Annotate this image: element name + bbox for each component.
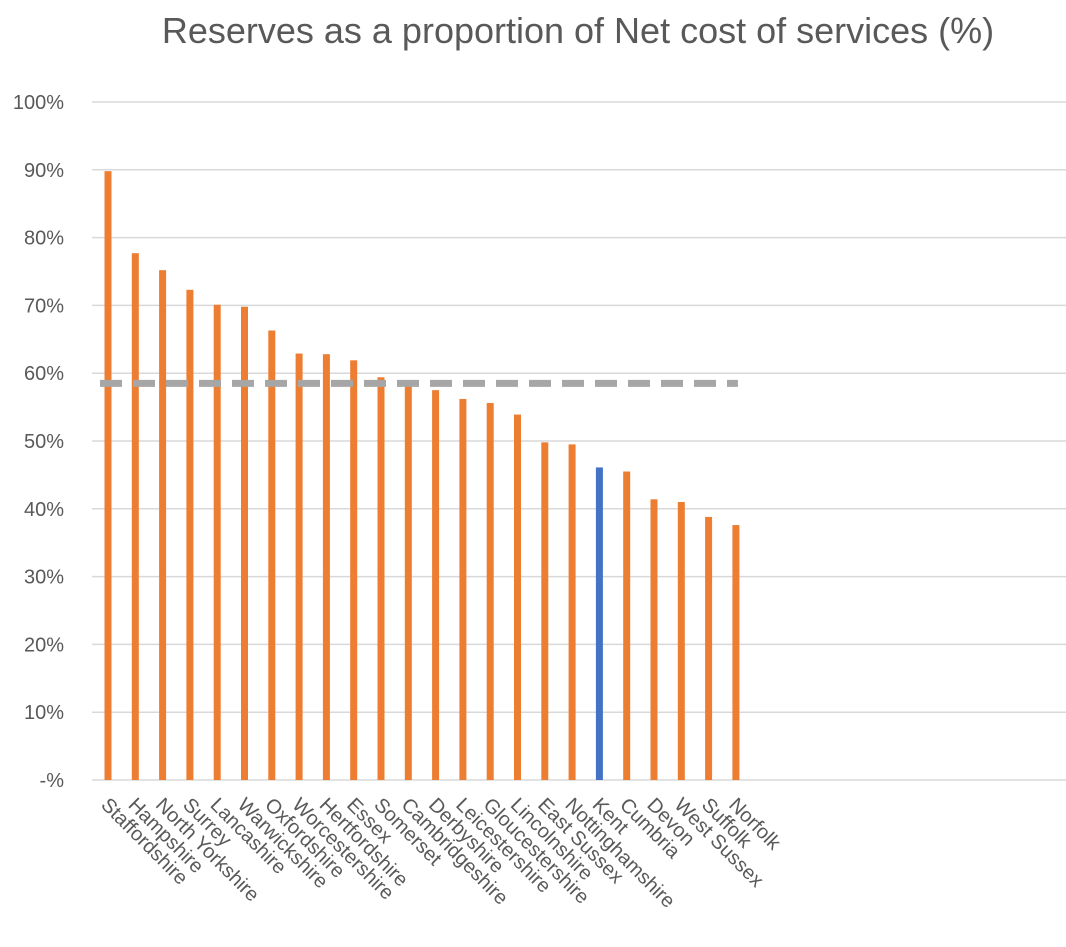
bar-lincolnshire: [514, 414, 521, 780]
bar-norfolk: [732, 525, 740, 780]
bar-lancashire: [213, 304, 221, 780]
y-tick-label: -%: [40, 770, 65, 792]
bar-warwickshire: [241, 306, 248, 780]
bar-essex: [350, 360, 358, 780]
y-tick-label: 60%: [24, 363, 64, 385]
y-tick-label: 90%: [24, 160, 64, 182]
bar-cumbria: [623, 471, 631, 780]
bar-oxfordshire: [268, 330, 276, 780]
bar-cambridgeshire: [404, 384, 412, 780]
y-tick-label: 50%: [24, 431, 64, 453]
bar-hampshire: [131, 253, 139, 781]
bars: [104, 171, 740, 781]
bar-hertfordshire: [322, 354, 330, 780]
bar-nottinghamshire: [568, 444, 576, 780]
bar-devon: [650, 499, 658, 780]
gridlines: [92, 101, 1066, 781]
y-tick-label: 10%: [24, 702, 64, 724]
chart-title: Reserves as a proportion of Net cost of …: [161, 10, 995, 51]
y-tick-label: 20%: [24, 634, 64, 656]
y-axis-tick-labels: -% 10% 20% 30% 40% 50% 60% 70% 80% 90% 100%: [13, 92, 64, 792]
y-tick-label: 100%: [13, 92, 64, 114]
bar-somerset: [377, 377, 385, 780]
bar-leicestershire: [459, 398, 467, 780]
y-tick-label: 70%: [24, 295, 64, 317]
y-tick-label: 80%: [24, 228, 64, 250]
bar-suffolk: [705, 516, 713, 780]
bar-east-sussex: [541, 442, 549, 780]
bar-surrey: [186, 289, 194, 780]
bar-kent: [595, 467, 603, 780]
bar-derbyshire: [432, 390, 440, 780]
bar-north-yorkshire: [159, 270, 167, 780]
bar-west-sussex: [677, 502, 685, 780]
bar-staffordshire: [104, 171, 112, 780]
bar-gloucestershire: [486, 403, 494, 780]
y-tick-label: 30%: [24, 567, 64, 589]
y-tick-label: 40%: [24, 499, 64, 521]
bar-worcestershire: [295, 353, 303, 780]
